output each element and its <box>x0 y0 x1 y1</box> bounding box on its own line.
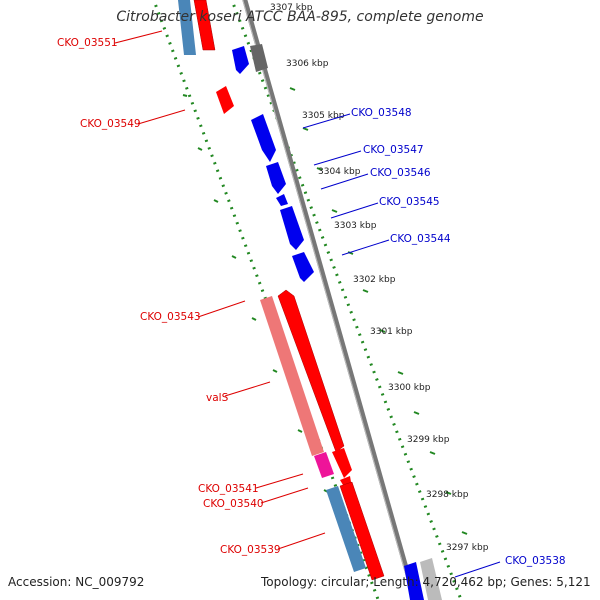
label-cko-03549[interactable]: CKO_03549 <box>80 118 141 130</box>
tick-label-3300: 3300 kbp <box>388 383 431 393</box>
genome-axis-highlight <box>242 0 414 600</box>
leader-cko-03544 <box>341 239 390 256</box>
leader-cko-03545 <box>330 202 379 219</box>
label-cko-03551[interactable]: CKO_03551 <box>57 37 118 49</box>
leader-cko-03549 <box>137 109 186 125</box>
leader-cko-03546 <box>320 173 369 190</box>
gene-labels-right: CKO_03548 CKO_03547 CKO_03546 CKO_03545 … <box>302 107 566 578</box>
label-cko-03543[interactable]: CKO_03543 <box>140 311 201 323</box>
label-cko-03541[interactable]: CKO_03541 <box>198 483 259 495</box>
map-title: Citrobacter koseri ATCC BAA-895, complet… <box>116 9 484 25</box>
gene-cko-03552[interactable] <box>232 46 249 74</box>
genome-axis <box>242 0 418 600</box>
tick-label-3297: 3297 kbp <box>446 543 489 553</box>
outer-boundary-right <box>230 0 463 600</box>
leader-cko-03538 <box>454 561 501 578</box>
gene-cko-03542[interactable] <box>332 448 352 478</box>
label-cko-03547[interactable]: CKO_03547 <box>363 144 424 156</box>
leader-cko-03548 <box>302 113 351 129</box>
tick-label-3303: 3303 kbp <box>334 221 377 231</box>
accession-text: Accession: NC_009792 <box>8 575 145 589</box>
tick-label-3306: 3306 kbp <box>286 59 329 69</box>
label-cko-03545[interactable]: CKO_03545 <box>379 196 440 208</box>
label-cko-03540[interactable]: CKO_03540 <box>203 498 264 510</box>
gene-cko-03549[interactable] <box>216 86 234 114</box>
gene-labels-left: CKO_03551 CKO_03549 CKO_03543 valS CKO_0… <box>57 30 326 556</box>
leader-cko-03539 <box>277 532 326 550</box>
gene-gray[interactable] <box>250 44 268 72</box>
tick-label-3302: 3302 kbp <box>353 275 396 285</box>
gene-cko-03548[interactable] <box>251 114 276 162</box>
gene-cko-03543[interactable] <box>277 289 345 453</box>
tick-label-3298: 3298 kbp <box>426 490 469 500</box>
leader-vals <box>224 381 271 397</box>
leader-cko-03541 <box>255 473 304 489</box>
tick-label-3305: 3305 kbp <box>302 111 345 121</box>
gene-cko-03546[interactable] <box>276 194 288 206</box>
tick-label-3307: 3307 kbp <box>270 3 313 13</box>
label-cko-03538[interactable]: CKO_03538 <box>505 555 566 567</box>
gene-cko-03538[interactable] <box>404 562 424 600</box>
label-cko-03539[interactable]: CKO_03539 <box>220 544 281 556</box>
label-cko-03546[interactable]: CKO_03546 <box>370 167 431 179</box>
tick-label-3301: 3301 kbp <box>370 327 413 337</box>
gene-vals[interactable] <box>260 296 324 456</box>
genome-summary-text: Topology: circular; Length: 4,720,462 bp… <box>261 575 591 589</box>
label-cko-03544[interactable]: CKO_03544 <box>390 233 451 245</box>
tick-label-3299: 3299 kbp <box>407 435 450 445</box>
label-cko-03548[interactable]: CKO_03548 <box>351 107 412 119</box>
gene-light-gray[interactable] <box>420 558 442 600</box>
position-ticks: 3307 kbp 3306 kbp 3305 kbp 3304 kbp 3303… <box>270 3 489 553</box>
leader-cko-03547 <box>313 150 362 166</box>
tick-label-3304: 3304 kbp <box>318 167 361 177</box>
gene-cko-03547[interactable] <box>266 162 286 194</box>
leader-cko-03543 <box>197 300 246 318</box>
gene-cko-03551[interactable] <box>178 0 196 55</box>
gene-cko-03539b[interactable] <box>339 481 385 581</box>
gene-cko-03539[interactable] <box>326 486 366 572</box>
gene-cko-03544[interactable] <box>292 252 314 282</box>
inner-tick-marks <box>182 87 468 548</box>
leader-cko-03540 <box>260 487 309 504</box>
gene-cko-03550[interactable] <box>193 0 216 51</box>
gene-cko-03545[interactable] <box>280 206 304 250</box>
leader-cko-03551 <box>114 30 163 44</box>
label-vals[interactable]: valS <box>206 392 229 404</box>
gene-cko-03541[interactable] <box>314 452 334 478</box>
